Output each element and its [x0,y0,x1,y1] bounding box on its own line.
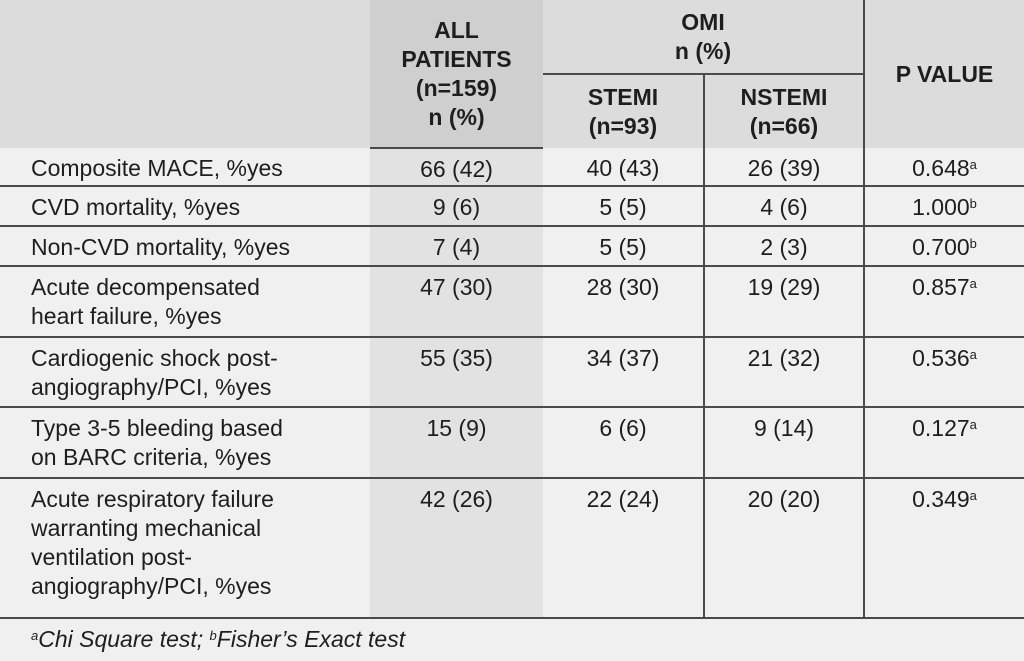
nstemi-header: NSTEMI (n=66) [703,74,864,148]
all-patients-cell: 7 (4) [370,225,543,266]
test-marker: b [969,236,977,251]
stemi-cell: 22 (24) [543,477,704,617]
p-value: 1.000 [912,194,970,220]
nstemi-cell: 9 (14) [703,406,864,478]
p-value: 0.648 [912,155,970,181]
p-value-cell: 0.127a [863,406,1024,478]
footnote-marker: b [209,628,217,643]
label-line: warranting mechanical [31,515,262,541]
row-label: Non-CVD mortality, %yes [0,225,370,266]
row-label: CVD mortality, %yes [0,185,370,226]
table-row: Acute decompensated heart failure, %yes 47… [0,265,1024,337]
p-value-cell: 0.536a [863,336,1024,407]
all-patients-header: ALL PATIENTS (n=159) n (%) [370,0,543,148]
row-label: Acute decompensated heart failure, %yes [0,265,370,337]
header-line: n (%) [674,38,732,64]
stemi-cell: 5 (5) [543,185,704,226]
label-line: Cardiogenic shock post- [31,345,278,371]
nstemi-cell: 2 (3) [703,225,864,266]
row-label: Type 3-5 bleeding based on BARC criteria,… [0,406,370,478]
table-row: Type 3-5 bleeding based on BARC criteria,… [0,406,1024,478]
all-patients-cell: 15 (9) [370,406,543,478]
nstemi-cell: 19 (29) [703,265,864,337]
test-marker: b [969,196,977,211]
label-line: Non-CVD mortality, %yes [31,234,291,260]
stemi-cell: 6 (6) [543,406,704,478]
all-patients-cell: 9 (6) [370,185,543,226]
test-marker: a [969,157,977,172]
header-line: (n=66) [749,112,819,139]
footnote-text: Fisher’s Exact test [216,626,406,652]
test-marker: a [969,417,977,432]
label-line: angiography/PCI, %yes [31,573,272,599]
label-line: angiography/PCI, %yes [31,374,272,400]
footnote-marker: a [31,628,39,643]
p-value-cell: 0.648a [863,148,1024,186]
p-value: 0.857 [912,274,970,300]
footnote-text: Chi Square test; [38,626,210,652]
header-line: (n=93) [588,112,658,139]
row-label: Cardiogenic shock post-angiography/PCI, … [0,336,370,407]
p-value-cell: 0.349a [863,477,1024,617]
all-patients-cell: 55 (35) [370,336,543,407]
stemi-cell: 28 (30) [543,265,704,337]
stemi-cell: 40 (43) [543,148,704,186]
header-line: ALL [434,16,479,43]
stemi-cell: 34 (37) [543,336,704,407]
p-value-header: P VALUE [863,0,1024,148]
all-patients-cell: 66 (42) [370,147,543,186]
table-row: Non-CVD mortality, %yes 7 (4) 5 (5) 2 (3) 0.… [0,225,1024,266]
p-value-cell: 0.857a [863,265,1024,337]
nstemi-cell: 20 (20) [703,477,864,617]
all-patients-cell: 42 (26) [370,477,543,617]
p-value: 0.127 [912,415,970,441]
p-value: 0.536 [912,345,970,371]
stemi-header: STEMI (n=93) [543,74,704,148]
test-marker: a [969,276,977,291]
label-line: Composite MACE, %yes [31,155,283,181]
empty-header-cell [0,0,370,148]
omi-header: OMI n (%) [543,0,864,75]
row-label: Composite MACE, %yes [0,148,370,186]
stemi-cell: 5 (5) [543,225,704,266]
p-value-cell: 0.700b [863,225,1024,266]
label-line: Acute decompensated [31,274,260,300]
row-label: Acute respiratory failure warranting mech… [0,477,370,617]
label-line: CVD mortality, %yes [31,194,241,220]
table-footnote: aChi Square test; bFisher’s Exact test [0,617,1024,661]
test-marker: a [969,347,977,362]
table-row: CVD mortality, %yes 9 (6) 5 (5) 4 (6) 1.000b [0,185,1024,226]
header-line: OMI [681,9,725,35]
all-patients-cell: 47 (30) [370,265,543,337]
p-value: 0.700 [912,234,970,260]
test-marker: a [969,488,977,503]
header-line: PATIENTS [401,45,512,72]
label-line: Acute respiratory failure [31,486,274,512]
table-row: Cardiogenic shock post-angiography/PCI, … [0,336,1024,407]
header-line: STEMI [587,83,659,110]
header-line: (n=159) [415,74,498,101]
table-row: Acute respiratory failure warranting mech… [0,477,1024,617]
p-value: 0.349 [912,486,970,512]
label-line: on BARC criteria, %yes [31,444,272,470]
label-line: ventilation post- [31,544,193,570]
header-line: n (%) [428,103,485,130]
table-row: Composite MACE, %yes 66 (42) 40 (43) 26 (39… [0,147,1024,186]
nstemi-cell: 4 (6) [703,185,864,226]
label-line: Type 3-5 bleeding based [31,415,283,441]
p-value-cell: 1.000b [863,185,1024,226]
outcomes-table: ALL PATIENTS (n=159) n (%) OMI n (%) P V… [0,0,1024,617]
nstemi-cell: 21 (32) [703,336,864,407]
label-line: heart failure, %yes [31,303,222,329]
header-line: NSTEMI [740,83,828,110]
nstemi-cell: 26 (39) [703,148,864,186]
